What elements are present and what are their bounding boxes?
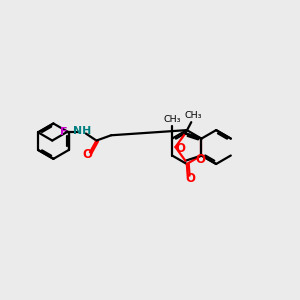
- Text: CH₃: CH₃: [184, 110, 202, 119]
- Text: O: O: [82, 148, 92, 161]
- Text: F: F: [60, 127, 68, 137]
- Text: O: O: [175, 142, 185, 155]
- Text: O: O: [195, 153, 205, 166]
- Text: CH₃: CH₃: [164, 115, 181, 124]
- Text: O: O: [185, 172, 195, 185]
- Text: NH: NH: [73, 126, 92, 136]
